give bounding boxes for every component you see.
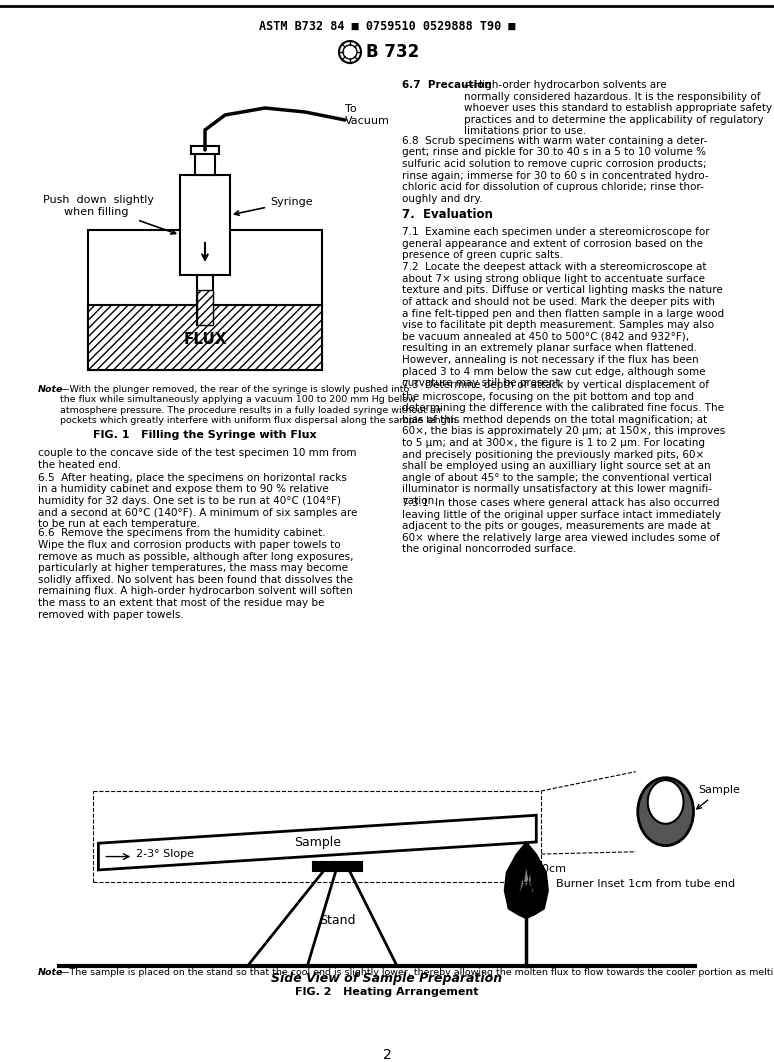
Circle shape (638, 777, 694, 845)
Text: 7.3.1  In those cases where general attack has also occurred
leaving little of t: 7.3.1 In those cases where general attac… (402, 498, 721, 554)
Text: Sample: Sample (294, 836, 341, 850)
Text: FIG. 2   Heating Arrangement: FIG. 2 Heating Arrangement (295, 987, 479, 997)
Polygon shape (98, 816, 536, 870)
Text: FIG. 1   Filling the Syringe with Flux: FIG. 1 Filling the Syringe with Flux (93, 430, 317, 440)
Text: Stand: Stand (319, 914, 355, 927)
Text: 7.  Evaluation: 7. Evaluation (402, 208, 493, 221)
Text: —High-order hydrocarbon solvents are
normally considered hazardous. It is the re: —High-order hydrocarbon solvents are nor… (464, 80, 772, 136)
Text: Note: Note (38, 386, 63, 394)
Text: Push  down  slightly
      when filling: Push down slightly when filling (43, 195, 176, 234)
Text: 2-3° Slope: 2-3° Slope (136, 850, 194, 859)
Polygon shape (519, 867, 534, 896)
Text: Burner Inset 1cm from tube end: Burner Inset 1cm from tube end (557, 879, 735, 890)
Text: 7.3  Determine depth of attack by vertical displacement of
the microscope, focus: 7.3 Determine depth of attack by vertica… (402, 380, 725, 507)
Text: 6.8  Scrub specimens with warm water containing a deter-
gent; rinse and pickle : 6.8 Scrub specimens with warm water cont… (402, 136, 709, 204)
Bar (197, 290, 213, 325)
Text: B 732: B 732 (366, 42, 420, 61)
Bar (88, 305, 322, 370)
Bar (88, 230, 322, 370)
Text: 6.5  After heating, place the specimens on horizontal racks
in a humidity cabine: 6.5 After heating, place the specimens o… (38, 473, 358, 529)
Text: 2: 2 (382, 1048, 392, 1062)
Text: 6.7  Precaution: 6.7 Precaution (402, 80, 491, 90)
Text: —With the plunger removed, the rear of the syringe is slowly pushed into
the flu: —With the plunger removed, the rear of t… (60, 386, 460, 425)
Text: Note: Note (38, 967, 63, 977)
Text: Syringe: Syringe (235, 196, 313, 216)
Text: 10cm: 10cm (536, 864, 567, 874)
Text: Sample: Sample (697, 786, 741, 809)
Circle shape (648, 781, 683, 824)
Text: FLUX: FLUX (183, 332, 227, 347)
Text: To
Vacuum: To Vacuum (345, 104, 390, 125)
Text: 6.6  Remove the specimens from the humidity cabinet.
Wipe the flux and corrosion: 6.6 Remove the specimens from the humidi… (38, 529, 354, 619)
Text: —The sample is placed on the stand so that the cool end is slightly lower, there: —The sample is placed on the stand so th… (60, 967, 774, 977)
Polygon shape (505, 842, 548, 919)
Bar (191, 145, 219, 154)
Text: couple to the concave side of the test specimen 10 mm from
the heated end.: couple to the concave side of the test s… (38, 448, 357, 469)
Text: Side View of Sample Preparation: Side View of Sample Preparation (272, 972, 502, 986)
Text: 7.2  Locate the deepest attack with a stereomicroscope at
about 7× using strong : 7.2 Locate the deepest attack with a ste… (402, 262, 724, 389)
Bar (195, 150, 215, 175)
Text: 7.1  Examine each specimen under a stereomicroscope for
general appearance and e: 7.1 Examine each specimen under a stereo… (402, 227, 710, 260)
Text: ASTM B732 84 ■ 0759510 0529888 T90 ■: ASTM B732 84 ■ 0759510 0529888 T90 ■ (259, 20, 515, 33)
Bar (180, 175, 230, 275)
Bar (197, 275, 213, 325)
